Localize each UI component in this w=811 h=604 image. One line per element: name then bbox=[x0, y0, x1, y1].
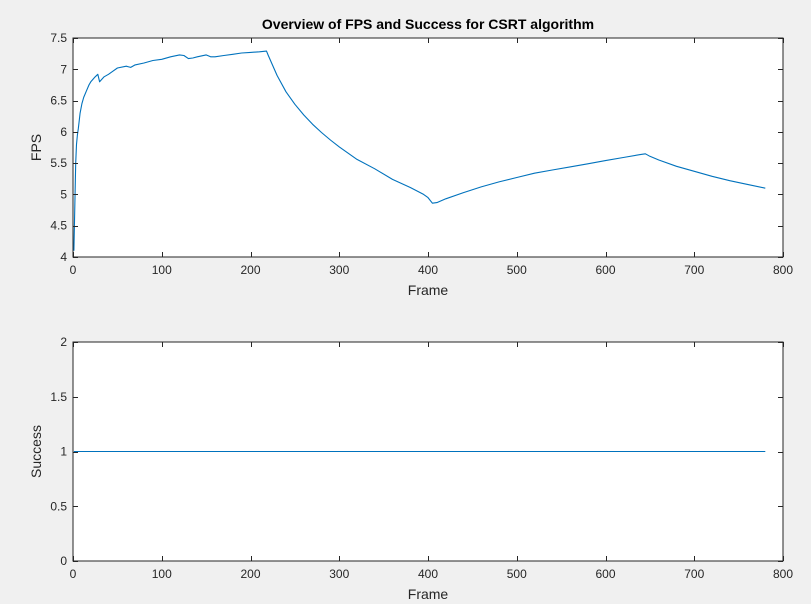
fps-y-tick-label: 4 bbox=[60, 250, 67, 264]
fps-x-tick-label: 700 bbox=[684, 263, 704, 277]
success-x-tick-label: 100 bbox=[152, 567, 172, 581]
fps-y-tick-label: 4.5 bbox=[50, 219, 67, 233]
fps-x-axis-label: Frame bbox=[408, 282, 449, 298]
success-y-tick-label: 2 bbox=[60, 335, 67, 349]
fps-plot-area bbox=[73, 38, 783, 257]
success-x-axis-label: Frame bbox=[408, 586, 449, 602]
success-y-tick-label: 1 bbox=[60, 445, 67, 459]
fps-y-tick-label: 7 bbox=[60, 62, 67, 76]
fps-y-tick-label: 5 bbox=[60, 187, 67, 201]
success-x-tick-label: 300 bbox=[329, 567, 349, 581]
success-x-tick-label: 800 bbox=[773, 567, 793, 581]
fps-x-tick-label: 300 bbox=[329, 263, 349, 277]
success-x-tick-label: 600 bbox=[595, 567, 615, 581]
fps-y-tick-label: 6 bbox=[60, 125, 67, 139]
fps-y-tick-label: 6.5 bbox=[50, 94, 67, 108]
fps-subplot: 0 100 200 300 400 500 600 700 800 4 4.5 5 5.5 6 6.5 7 7… bbox=[28, 16, 793, 298]
fps-x-tick-label: 600 bbox=[595, 263, 615, 277]
success-subplot: 0 100 200 300 400 500 600 700 800 0 0.5 1 1.5 2 Fram… bbox=[28, 335, 793, 602]
fps-x-tick-label: 100 bbox=[152, 263, 172, 277]
fps-y-tick-label: 7.5 bbox=[50, 31, 67, 45]
success-x-tick-label: 500 bbox=[507, 567, 527, 581]
success-y-tick-label: 1.5 bbox=[50, 390, 67, 404]
success-x-tick-label: 0 bbox=[70, 567, 77, 581]
fps-y-tick-label: 5.5 bbox=[50, 156, 67, 170]
fps-y-ticks: 4 4.5 5 5.5 6 6.5 7 7.5 bbox=[50, 31, 783, 264]
success-x-tick-label: 700 bbox=[684, 567, 704, 581]
fps-series-group bbox=[73, 50, 766, 251]
fps-x-tick-label: 800 bbox=[773, 263, 793, 277]
success-y-axis-label: Success bbox=[28, 425, 44, 478]
success-y-tick-label: 0 bbox=[60, 554, 67, 568]
fps-x-tick-label: 0 bbox=[70, 263, 77, 277]
success-y-tick-label: 0.5 bbox=[50, 499, 67, 513]
fps-y-axis-label: FPS bbox=[28, 134, 44, 161]
success-x-tick-label: 200 bbox=[240, 567, 260, 581]
success-x-tick-label: 400 bbox=[418, 567, 438, 581]
fps-x-ticks: 0 100 200 300 400 500 600 700 800 bbox=[70, 38, 793, 277]
chart-title: Overview of FPS and Success for CSRT alg… bbox=[262, 16, 594, 32]
fps-x-tick-label: 500 bbox=[507, 263, 527, 277]
fps-x-tick-label: 200 bbox=[240, 263, 260, 277]
fps-x-tick-label: 400 bbox=[418, 263, 438, 277]
success-x-ticks: 0 100 200 300 400 500 600 700 800 bbox=[70, 342, 793, 581]
success-y-ticks: 0 0.5 1 1.5 2 bbox=[50, 335, 783, 568]
fps-series-line bbox=[73, 50, 766, 251]
